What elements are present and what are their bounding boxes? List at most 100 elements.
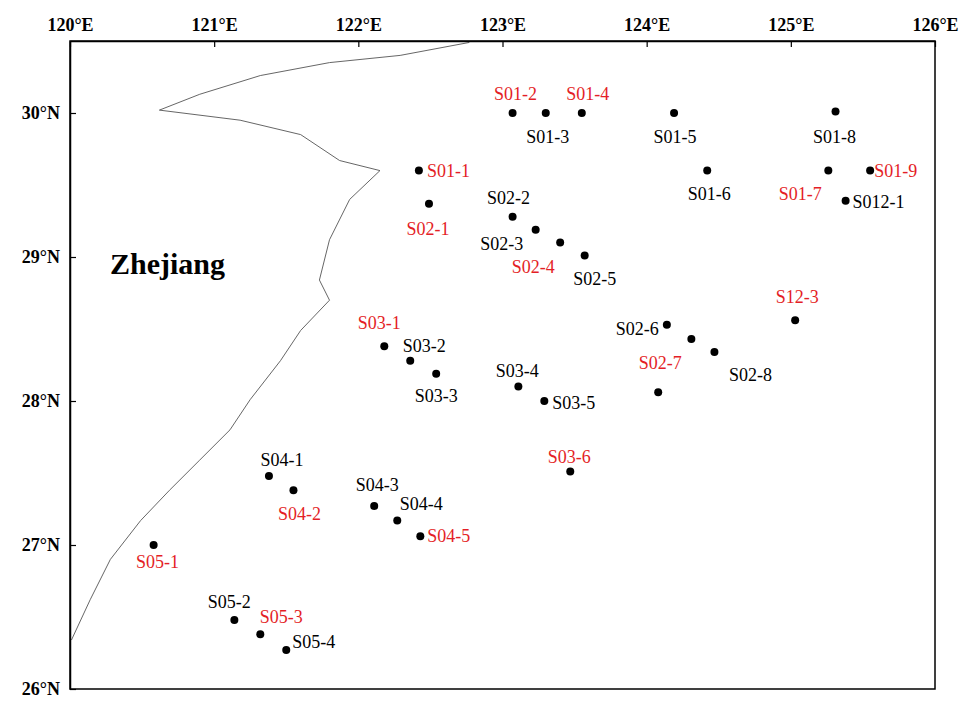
station xyxy=(230,616,238,624)
y-axis-line xyxy=(70,42,72,690)
y-tick-label: 26°N xyxy=(22,679,60,699)
x-tick: 125°E xyxy=(768,15,814,47)
y-tick-mark xyxy=(70,545,76,546)
x-tick-label: 121°E xyxy=(192,15,238,35)
x-tick-label: 120°E xyxy=(47,15,93,35)
station xyxy=(509,213,517,221)
station xyxy=(687,335,695,343)
station xyxy=(282,646,290,654)
station-label: S04-3 xyxy=(356,475,399,495)
station xyxy=(406,357,414,365)
station-label: S04-2 xyxy=(278,504,321,524)
station xyxy=(581,252,589,260)
x-tick: 122°E xyxy=(336,15,382,47)
station-label: S04-5 xyxy=(427,526,470,546)
region-label: Zhejiang xyxy=(110,247,225,280)
y-tick-label: 28°N xyxy=(22,391,60,411)
station-label: S012-1 xyxy=(853,192,905,212)
station-label: S01-8 xyxy=(813,127,856,147)
station xyxy=(415,167,423,175)
y-tick-label: 29°N xyxy=(22,247,60,267)
station-label: S02-3 xyxy=(480,234,523,254)
station xyxy=(670,109,678,117)
station-label: S02-2 xyxy=(487,188,530,208)
station-label: S03-5 xyxy=(552,393,595,413)
station-label: S01-3 xyxy=(526,127,569,147)
y-tick: 30°N xyxy=(22,103,76,123)
y-tick: 29°N xyxy=(22,247,76,267)
station xyxy=(416,532,424,540)
x-tick-mark xyxy=(935,41,936,47)
station xyxy=(425,200,433,208)
station xyxy=(509,109,517,117)
station-label: S01-2 xyxy=(494,84,537,104)
station xyxy=(150,541,158,549)
station-label: S03-1 xyxy=(358,313,401,333)
station xyxy=(824,167,832,175)
y-tick-mark xyxy=(70,113,76,114)
x-tick: 123°E xyxy=(480,15,526,47)
station xyxy=(256,630,264,638)
station-label: S01-1 xyxy=(427,161,470,181)
y-tick: 26°N xyxy=(22,679,76,699)
x-tick-label: 125°E xyxy=(768,15,814,35)
map: S01-1S01-2S01-3S01-4S01-5S01-6S01-7S01-8… xyxy=(0,0,969,702)
station-label: S05-1 xyxy=(136,552,179,572)
station-label: S01-6 xyxy=(688,184,731,204)
station-label: S02-8 xyxy=(729,365,772,385)
x-tick-label: 124°E xyxy=(624,15,670,35)
station xyxy=(710,348,718,356)
station-label: S02-7 xyxy=(639,353,682,373)
x-tick: 121°E xyxy=(192,15,238,47)
x-tick-mark xyxy=(358,41,359,47)
x-tick-label: 122°E xyxy=(336,15,382,35)
x-tick-label: 123°E xyxy=(480,15,526,35)
station xyxy=(393,517,401,525)
station-labels: S01-1S01-2S01-3S01-4S01-5S01-6S01-7S01-8… xyxy=(136,84,917,652)
station-label: S02-4 xyxy=(512,257,555,277)
station-label: S03-3 xyxy=(415,386,458,406)
station-label: S02-6 xyxy=(616,319,659,339)
y-tick-mark xyxy=(70,689,76,690)
station xyxy=(265,472,273,480)
y-tick: 28°N xyxy=(22,391,76,411)
station-label: S01-5 xyxy=(654,127,697,147)
station-label: S12-3 xyxy=(776,287,819,307)
station xyxy=(542,109,550,117)
station-label: S04-4 xyxy=(400,494,443,514)
x-tick-mark xyxy=(647,41,648,47)
station-label: S02-5 xyxy=(573,269,616,289)
station xyxy=(866,167,874,175)
station xyxy=(566,468,574,476)
plot-area xyxy=(71,42,874,654)
station xyxy=(370,502,378,510)
x-tick-mark xyxy=(791,41,792,47)
station xyxy=(532,226,540,234)
x-tick-label: 126°E xyxy=(912,15,958,35)
y-tick: 27°N xyxy=(22,535,76,555)
station xyxy=(514,383,522,391)
x-axis: 120°E 121°E 122°E 123°E 124°E 125°E 126°E xyxy=(47,15,958,47)
x-tick-mark xyxy=(214,41,215,47)
station-label: S03-2 xyxy=(403,336,446,356)
y-axis: 26°N 27°N 28°N 29°N 30°N xyxy=(22,42,76,700)
station xyxy=(578,109,586,117)
station xyxy=(791,316,799,324)
station-label: S04-1 xyxy=(260,450,303,470)
station-label: S03-6 xyxy=(548,447,591,467)
x-tick: 124°E xyxy=(624,15,670,47)
station-label: S02-1 xyxy=(406,219,449,239)
y-tick-mark xyxy=(70,401,76,402)
station xyxy=(540,397,548,405)
x-tick: 126°E xyxy=(912,15,958,47)
station xyxy=(654,388,662,396)
plot-frame xyxy=(70,41,935,689)
station xyxy=(832,108,840,116)
station xyxy=(380,342,388,350)
station-label: S01-9 xyxy=(874,161,917,181)
coastline xyxy=(71,42,469,640)
station-label: S01-4 xyxy=(566,84,609,104)
y-tick-label: 27°N xyxy=(22,535,60,555)
x-tick-mark xyxy=(502,41,503,47)
station-label: S05-4 xyxy=(292,632,335,652)
